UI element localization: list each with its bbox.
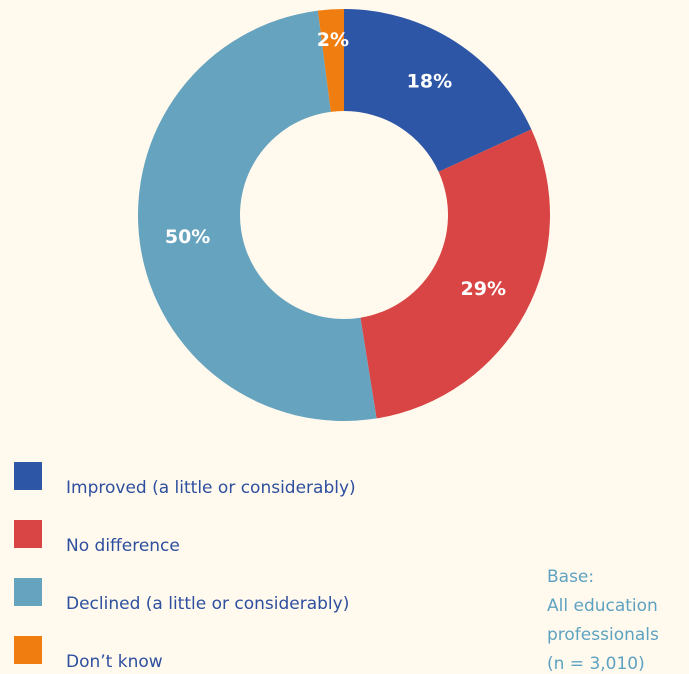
legend-swatch xyxy=(14,520,42,548)
legend-label: Don’t know xyxy=(66,652,163,672)
data-label: 2% xyxy=(317,29,349,51)
data-label: 18% xyxy=(407,71,452,93)
data-label: 50% xyxy=(165,226,210,248)
data-label: 29% xyxy=(461,278,506,300)
legend-swatch xyxy=(14,636,42,664)
legend-swatch xyxy=(14,462,42,490)
donut-segment xyxy=(360,129,551,419)
legend-label: Declined (a little or considerably) xyxy=(66,594,349,614)
donut-segment xyxy=(317,9,344,112)
base-note: (n = 3,010) xyxy=(547,654,645,674)
base-note: All education xyxy=(547,596,658,616)
base-note: professionals xyxy=(547,625,659,645)
donut-segment xyxy=(138,10,377,421)
donut-segment xyxy=(344,9,532,172)
base-note: Base: xyxy=(547,567,594,587)
legend-label: Improved (a little or considerably) xyxy=(66,478,356,498)
legend-swatch xyxy=(14,578,42,606)
legend-label: No difference xyxy=(66,536,180,556)
